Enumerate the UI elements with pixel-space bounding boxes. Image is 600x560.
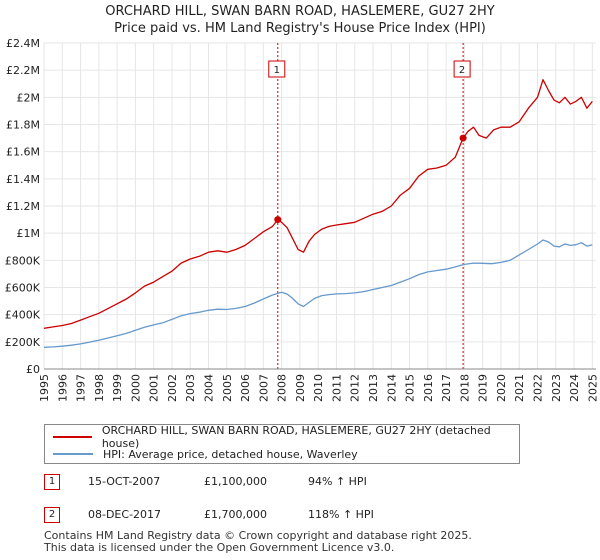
sale-marker-2: 2 bbox=[44, 507, 60, 523]
legend-label-property: ORCHARD HILL, SWAN BARN ROAD, HASLEMERE,… bbox=[101, 424, 491, 450]
sale-point-2 bbox=[459, 134, 467, 142]
title-line-1: ORCHARD HILL, SWAN BARN ROAD, HASLEMERE,… bbox=[105, 4, 495, 19]
x-tick-label: 2014 bbox=[385, 374, 398, 402]
y-tick-label: £2M bbox=[17, 91, 41, 104]
footer: Contains HM Land Registry data © Crown c… bbox=[44, 530, 472, 554]
x-tick-label: 2005 bbox=[221, 374, 234, 402]
y-tick-label: £2.4M bbox=[6, 37, 40, 50]
sale-date-1: 15-OCT-2007 bbox=[88, 475, 161, 488]
x-tick-label: 2022 bbox=[532, 374, 545, 402]
x-tick-label: 2016 bbox=[422, 374, 435, 402]
y-tick-label: £400K bbox=[5, 309, 41, 322]
x-tick-label: 2021 bbox=[513, 374, 526, 402]
y-tick-label: £800K bbox=[5, 254, 41, 267]
x-tick-label: 2023 bbox=[550, 374, 563, 402]
sale-marker-1: 1 bbox=[44, 474, 60, 490]
x-tick-label: 2004 bbox=[203, 374, 216, 402]
sale-marker-box-2 bbox=[453, 60, 471, 78]
x-tick-label: 1999 bbox=[111, 374, 124, 402]
footer-line-2: This data is licensed under the Open Gov… bbox=[44, 541, 395, 554]
legend-swatch-hpi bbox=[53, 453, 93, 455]
sale-hpi-1: 94% ↑ HPI bbox=[308, 475, 367, 488]
legend: ORCHARD HILL, SWAN BARN ROAD, HASLEMERE,… bbox=[44, 424, 520, 464]
x-tick-label: 2000 bbox=[129, 374, 142, 402]
x-tick-label: 2009 bbox=[294, 374, 307, 402]
y-tick-label: £0 bbox=[26, 363, 40, 376]
sale-marker-box-1 bbox=[268, 60, 286, 78]
y-tick-label: £1.6M bbox=[6, 146, 40, 159]
x-tick-label: 1998 bbox=[93, 374, 106, 402]
title-line-2: Price paid vs. HM Land Registry's House … bbox=[114, 21, 486, 36]
x-tick-label: 2010 bbox=[312, 374, 325, 402]
footer-line-1: Contains HM Land Registry data © Crown c… bbox=[44, 529, 472, 542]
legend-swatch-property bbox=[53, 436, 92, 438]
sale-marker-label-2: 2 bbox=[459, 65, 465, 76]
y-tick-label: £200K bbox=[5, 336, 41, 349]
x-tick-label: 2007 bbox=[257, 374, 270, 402]
x-tick-label: 2012 bbox=[349, 374, 362, 402]
x-tick-label: 2002 bbox=[166, 374, 179, 402]
x-tick-label: 2020 bbox=[495, 374, 508, 402]
x-tick-label: 1997 bbox=[75, 374, 88, 402]
y-tick-label: £1.8M bbox=[6, 119, 40, 132]
x-tick-label: 1995 bbox=[38, 374, 51, 402]
x-tick-label: 2018 bbox=[458, 374, 471, 402]
x-tick-label: 2003 bbox=[184, 374, 197, 402]
legend-item-property: ORCHARD HILL, SWAN BARN ROAD, HASLEMERE,… bbox=[53, 424, 519, 450]
x-tick-label: 2006 bbox=[239, 374, 252, 402]
y-tick-label: £1M bbox=[17, 227, 41, 240]
sale-point-1 bbox=[274, 216, 282, 224]
x-tick-label: 2015 bbox=[404, 374, 417, 402]
sale-hpi-2: 118% ↑ HPI bbox=[308, 508, 374, 521]
price-chart: £0 £200K £400K £600K £800K £1M £1.2M £1.4M £1.6M… bbox=[5, 37, 600, 402]
sale-marker-label-1: 1 bbox=[274, 65, 280, 76]
sale-price-2: £1,700,000 bbox=[204, 508, 267, 521]
chart-title: ORCHARD HILL, SWAN BARN ROAD, HASLEMERE,… bbox=[0, 3, 600, 37]
series-line-property bbox=[43, 79, 593, 329]
sale-date-2: 08-DEC-2017 bbox=[88, 508, 162, 521]
x-tick-label: 2013 bbox=[367, 374, 380, 402]
x-tick-label: 2001 bbox=[148, 374, 161, 402]
x-tick-label: 2011 bbox=[330, 374, 343, 402]
x-tick-label: 2017 bbox=[440, 374, 453, 402]
x-tick-label: 2024 bbox=[568, 374, 581, 402]
series-line-hpi bbox=[43, 239, 593, 348]
y-tick-label: £1.2M bbox=[6, 200, 40, 213]
y-tick-label: £2.2M bbox=[6, 64, 40, 77]
y-tick-label: £600K bbox=[5, 282, 41, 295]
legend-label-hpi: HPI: Average price, detached house, Wave… bbox=[103, 447, 358, 461]
legend-item-hpi: HPI: Average price, detached house, Wave… bbox=[53, 445, 358, 463]
y-tick-label: £1.4M bbox=[6, 173, 40, 186]
x-tick-label: 1996 bbox=[56, 374, 69, 402]
x-tick-label: 2008 bbox=[276, 374, 289, 402]
sale-price-1: £1,100,000 bbox=[204, 475, 267, 488]
x-tick-label: 2025 bbox=[586, 374, 599, 402]
x-tick-label: 2019 bbox=[477, 374, 490, 402]
